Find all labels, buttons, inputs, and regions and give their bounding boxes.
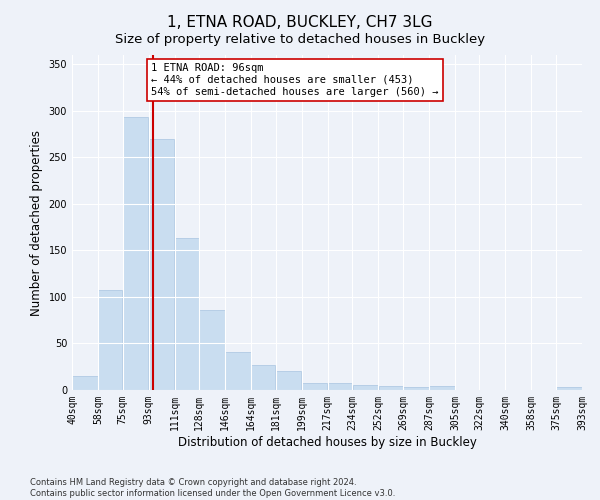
- Bar: [302, 382, 328, 390]
- Bar: [379, 386, 403, 390]
- Bar: [149, 138, 175, 390]
- Bar: [226, 352, 251, 390]
- Bar: [353, 386, 378, 390]
- Y-axis label: Number of detached properties: Number of detached properties: [30, 130, 43, 316]
- Bar: [175, 238, 199, 390]
- Bar: [199, 310, 225, 390]
- Bar: [98, 290, 122, 390]
- Bar: [328, 384, 352, 390]
- Bar: [556, 387, 582, 390]
- Bar: [251, 365, 275, 390]
- Bar: [403, 387, 428, 390]
- Bar: [123, 118, 148, 390]
- X-axis label: Distribution of detached houses by size in Buckley: Distribution of detached houses by size …: [178, 436, 476, 448]
- Bar: [276, 372, 301, 390]
- Text: 1, ETNA ROAD, BUCKLEY, CH7 3LG: 1, ETNA ROAD, BUCKLEY, CH7 3LG: [167, 15, 433, 30]
- Text: 1 ETNA ROAD: 96sqm
← 44% of detached houses are smaller (453)
54% of semi-detach: 1 ETNA ROAD: 96sqm ← 44% of detached hou…: [151, 64, 439, 96]
- Bar: [72, 376, 98, 390]
- Text: Size of property relative to detached houses in Buckley: Size of property relative to detached ho…: [115, 32, 485, 46]
- Text: Contains HM Land Registry data © Crown copyright and database right 2024.
Contai: Contains HM Land Registry data © Crown c…: [30, 478, 395, 498]
- Bar: [429, 386, 455, 390]
